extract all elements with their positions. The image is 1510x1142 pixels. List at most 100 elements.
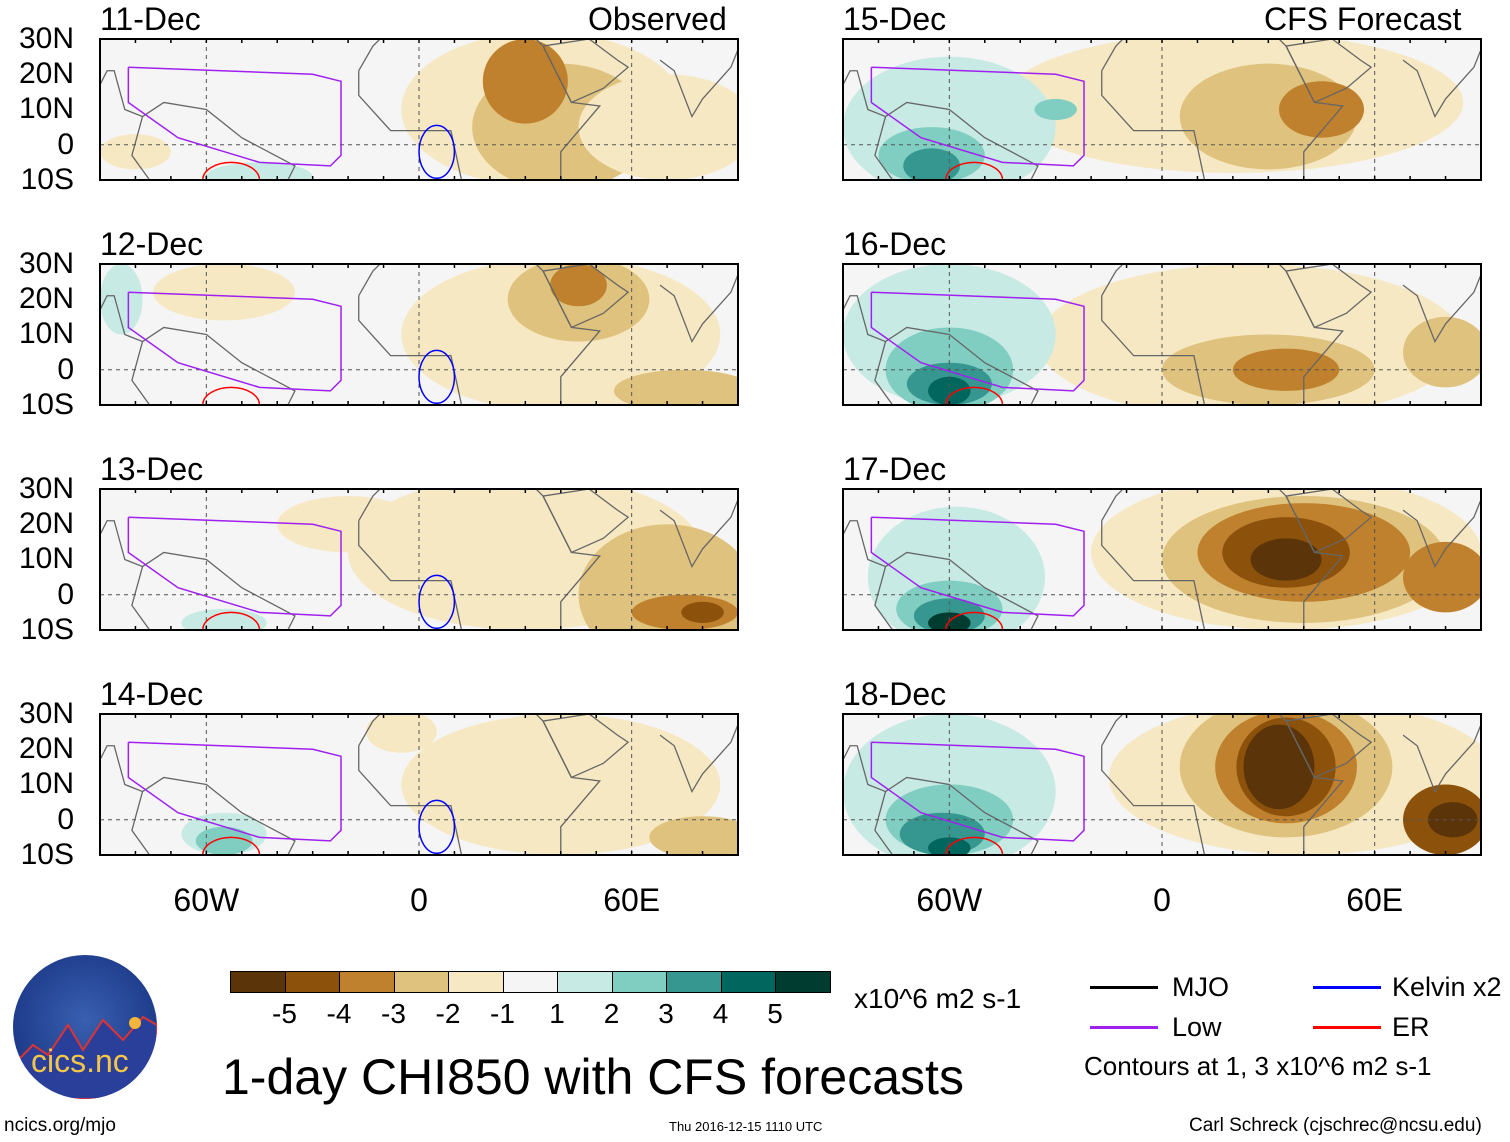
map-panel [842, 488, 1482, 631]
coastline [1402, 499, 1481, 569]
chi-anomaly-region [613, 369, 738, 405]
lat-label: 10N [18, 92, 74, 126]
colorbar-units: x10^6 m2 s-1 [854, 983, 1022, 1014]
cics-logo: cics.nc [13, 955, 157, 1099]
er-contour [945, 836, 1004, 855]
low-contour [127, 516, 342, 617]
colorbar-swatch [720, 971, 776, 993]
logo-text: cics.nc [31, 1043, 129, 1079]
lon-label: 60W [916, 882, 983, 918]
forecast-label: CFS Forecast [1264, 1, 1462, 37]
map-panel [99, 263, 739, 406]
chi-anomaly-region [100, 134, 171, 170]
lat-label: 0 [57, 127, 74, 161]
footer-url[interactable]: ncics.org/mjo [4, 1115, 116, 1136]
coastline [843, 70, 886, 118]
coastline [542, 714, 630, 779]
coastline [358, 489, 602, 630]
coastline [843, 745, 886, 793]
coastline [100, 520, 143, 568]
panel-date: 16-Dec [843, 226, 947, 262]
low-contour [127, 291, 342, 392]
coastline [542, 264, 630, 329]
map-panel [842, 713, 1482, 856]
chi-anomaly-region [928, 376, 971, 405]
colorbar-tick-label: -2 [435, 998, 461, 1029]
low-contour [127, 741, 342, 842]
lat-label: 0 [57, 802, 74, 836]
footer-author: Carl Schreck (cjschrec@ncsu.edu) [1189, 1115, 1482, 1136]
chi-anomaly-region [100, 264, 143, 335]
colorbar-tick-label: 4 [712, 998, 729, 1029]
colorbar-tick-label: 5 [767, 998, 783, 1029]
legend-kelvin-line [1313, 986, 1381, 989]
panel-date: 12-Dec [100, 226, 204, 262]
chi-anomaly-region [153, 264, 295, 321]
legend-low-label: Low [1172, 1012, 1222, 1042]
er-contour [945, 161, 1004, 180]
colorbar-swatch [775, 971, 831, 993]
map-panel [99, 713, 739, 856]
coastline [659, 499, 738, 569]
coastline [1402, 274, 1481, 344]
legend-mjo-line [1090, 986, 1158, 989]
footer-timestamp: Thu 2016-12-15 1110 UTC [669, 1119, 823, 1134]
coastline [874, 776, 1039, 855]
coastline [100, 295, 143, 343]
coastline [358, 264, 602, 405]
lat-label: 10N [18, 317, 74, 351]
er-contour [945, 386, 1004, 405]
coastline [131, 551, 296, 630]
chi-anomaly-region [1034, 98, 1077, 121]
coastline [843, 295, 886, 343]
legend-er-label: ER [1392, 1012, 1430, 1042]
lon-label: 60E [603, 882, 661, 918]
er-contour [202, 386, 261, 405]
panel-date: 17-Dec [843, 451, 947, 487]
lat-label: 10S [20, 387, 74, 421]
chi-anomaly-region [1403, 541, 1481, 613]
lat-label: 20N [18, 57, 74, 91]
lat-label: 10N [18, 542, 74, 576]
coastline [1285, 264, 1373, 329]
colorbar-tick-label: 3 [658, 998, 674, 1029]
coastline [358, 714, 602, 855]
chi-anomaly-region [578, 74, 738, 180]
kelvin-contour [418, 574, 456, 629]
lon-label: 0 [410, 882, 428, 918]
coastline [542, 489, 630, 554]
coastline [843, 520, 886, 568]
lon-label: 60E [1346, 882, 1404, 918]
chi-anomaly-region [681, 601, 724, 623]
coastline [131, 776, 296, 855]
er-contour [945, 611, 1004, 630]
coastline [1101, 714, 1345, 855]
mountain-icon [13, 1015, 157, 1099]
lat-label: 0 [57, 352, 74, 386]
lat-label: 10S [20, 612, 74, 646]
lat-label: 30N [18, 697, 74, 730]
kelvin-contour [418, 124, 456, 179]
colorbar-swatch [339, 971, 395, 993]
coastline [542, 39, 630, 104]
chi-anomaly-region [903, 148, 960, 180]
chi-anomaly-region [550, 264, 607, 307]
lat-label: 20N [18, 282, 74, 316]
coastline [659, 49, 738, 119]
coastline [100, 745, 143, 793]
chi-anomaly-region [1250, 538, 1322, 581]
er-contour [202, 611, 261, 630]
legend-low-line [1090, 1026, 1158, 1029]
chi-anomaly-region [482, 39, 568, 124]
colorbar-swatch [393, 971, 449, 993]
coastline [1285, 714, 1373, 779]
coastline [1101, 39, 1345, 180]
lat-label: 30N [18, 247, 74, 280]
lat-label: 10N [18, 767, 74, 801]
colorbar-swatch [611, 971, 667, 993]
er-contour [202, 161, 261, 180]
map-panel [842, 263, 1482, 406]
coastline [1101, 264, 1345, 405]
chi-anomaly-region [649, 816, 738, 855]
panel-date: 11-Dec [100, 1, 201, 37]
